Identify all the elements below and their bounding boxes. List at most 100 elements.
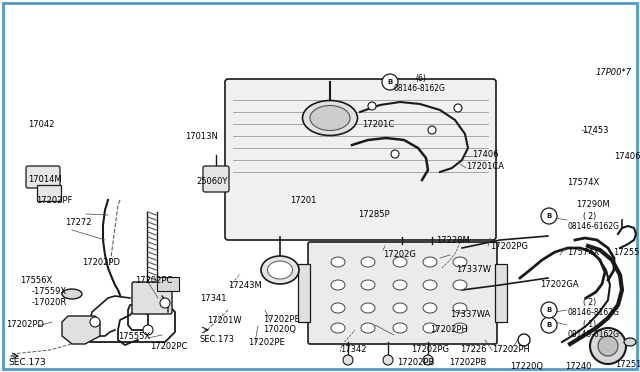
Text: 17202PE: 17202PE [263,315,300,324]
Text: 17013N: 17013N [185,132,218,141]
FancyBboxPatch shape [37,185,61,201]
Bar [298,264,310,322]
Text: 17240: 17240 [565,362,591,371]
Text: 17202PC: 17202PC [135,276,172,285]
Circle shape [590,328,626,364]
Text: 17014M: 17014M [28,175,61,184]
Circle shape [160,298,170,308]
Text: ( 2): ( 2) [583,298,596,307]
Ellipse shape [393,323,407,333]
Text: ( 2): ( 2) [583,212,596,221]
Text: 17226: 17226 [460,345,486,354]
Ellipse shape [331,257,345,267]
Text: 17202PB: 17202PB [449,358,486,367]
Text: 17P00*7: 17P00*7 [596,68,632,77]
Text: 17202PD: 17202PD [6,320,44,329]
Ellipse shape [62,289,82,299]
Circle shape [383,355,393,365]
Ellipse shape [331,323,345,333]
FancyBboxPatch shape [225,79,496,240]
Text: 17228M: 17228M [436,236,470,245]
Text: 17341: 17341 [200,294,227,303]
FancyBboxPatch shape [26,166,60,188]
Text: 17255: 17255 [613,248,639,257]
Circle shape [541,302,557,318]
FancyBboxPatch shape [203,166,229,192]
Text: 08146-8162G: 08146-8162G [394,84,446,93]
Ellipse shape [423,257,437,267]
Ellipse shape [268,261,292,279]
Text: B: B [547,213,552,219]
Text: 17556X: 17556X [20,276,52,285]
Text: (6): (6) [415,74,426,83]
Ellipse shape [361,303,375,313]
Text: 17202G: 17202G [383,250,416,259]
Text: 17453: 17453 [582,126,609,135]
Text: 08146-6162G: 08146-6162G [567,330,619,339]
Ellipse shape [361,257,375,267]
Text: B: B [547,307,552,313]
Text: 17337W: 17337W [456,265,491,274]
Circle shape [343,355,353,365]
Text: 17272: 17272 [65,218,92,227]
Text: 17201W: 17201W [207,316,242,325]
Text: 08146-6162G: 08146-6162G [567,222,619,231]
Text: 17201C: 17201C [362,120,394,129]
Text: 17042: 17042 [28,120,54,129]
Ellipse shape [361,323,375,333]
Circle shape [428,126,436,134]
Bar [495,264,507,322]
Text: 17290M: 17290M [576,200,610,209]
Ellipse shape [393,303,407,313]
Circle shape [454,104,462,112]
Ellipse shape [393,280,407,290]
Text: 17201: 17201 [290,196,316,205]
Text: 17574X: 17574X [567,178,599,187]
Text: B: B [387,79,392,85]
Ellipse shape [310,106,350,131]
Text: 25060Y: 25060Y [196,177,227,186]
Circle shape [598,336,618,356]
Circle shape [143,325,153,335]
Text: -17020R: -17020R [32,298,67,307]
Text: -17559X: -17559X [32,287,67,296]
Text: 17202PF: 17202PF [36,196,72,205]
FancyBboxPatch shape [157,277,179,291]
Circle shape [382,74,398,90]
FancyBboxPatch shape [132,282,172,314]
Ellipse shape [303,100,358,135]
Circle shape [90,317,100,327]
Ellipse shape [361,280,375,290]
Text: 17202PE: 17202PE [248,338,285,347]
Circle shape [518,334,530,346]
Text: 17202PG: 17202PG [490,242,528,251]
Ellipse shape [423,303,437,313]
Ellipse shape [331,280,345,290]
Text: 17574X: 17574X [567,248,599,257]
Circle shape [541,317,557,333]
Text: 17406M: 17406M [614,152,640,161]
Text: 17342: 17342 [340,345,367,354]
Text: 17555X: 17555X [118,332,150,341]
Text: B: B [547,322,552,328]
Text: 17020Q: 17020Q [263,325,296,334]
Text: 17220Q: 17220Q [510,362,543,371]
Circle shape [368,102,376,110]
Circle shape [423,355,433,365]
Text: 17243M: 17243M [228,281,262,290]
Ellipse shape [453,303,467,313]
Circle shape [541,208,557,224]
Text: 17202PB: 17202PB [397,358,435,367]
Text: SEC.173: SEC.173 [200,335,235,344]
Text: 17406: 17406 [472,150,499,159]
Text: 17202PH: 17202PH [430,325,468,334]
Ellipse shape [331,303,345,313]
Ellipse shape [423,280,437,290]
Ellipse shape [423,323,437,333]
Circle shape [391,150,399,158]
Polygon shape [62,316,100,344]
Text: 17337WA: 17337WA [450,310,490,319]
Text: 17202PD: 17202PD [82,258,120,267]
Ellipse shape [453,257,467,267]
Text: 17202PH: 17202PH [492,345,530,354]
